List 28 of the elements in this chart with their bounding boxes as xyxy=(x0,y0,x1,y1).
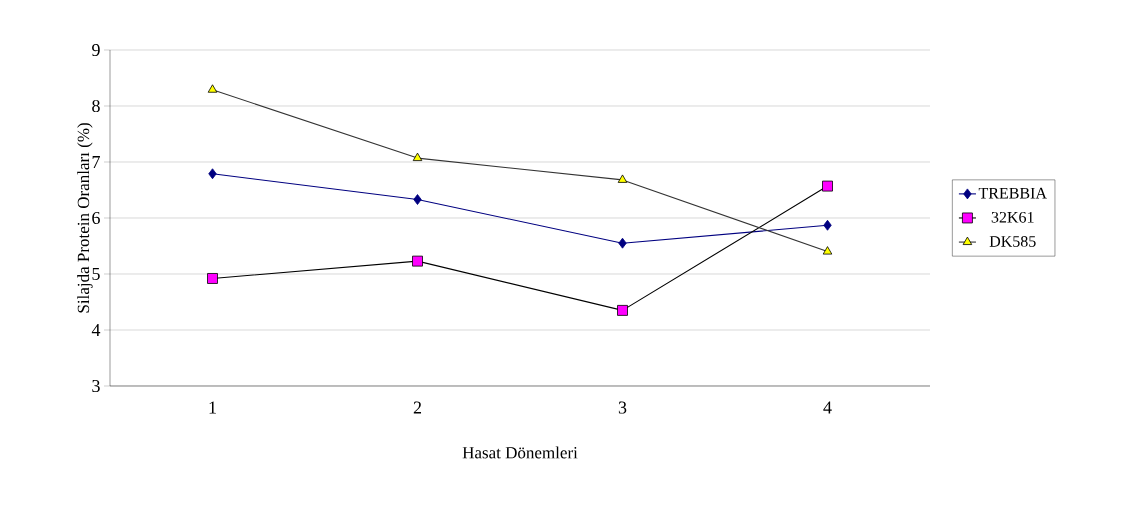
point xyxy=(413,194,422,205)
point xyxy=(412,255,423,267)
point xyxy=(823,219,832,231)
point xyxy=(207,84,218,93)
y-tick-label: 3 xyxy=(92,379,100,393)
y-tick-label: 9 xyxy=(92,43,100,57)
point xyxy=(617,305,628,316)
x-tick-label: 4 xyxy=(823,401,832,414)
x-tick-label: 1 xyxy=(209,401,216,414)
legend-label: DK585 xyxy=(989,236,1036,247)
y-tick-label: 4 xyxy=(91,324,101,336)
point xyxy=(617,174,628,183)
y-tick-label: 6 xyxy=(92,211,100,225)
x-tick-label: 3 xyxy=(618,401,627,414)
y-axis-title: Silajda Protein Oranları (%) xyxy=(77,123,93,313)
x-axis-title: Hasat Dönemleri xyxy=(462,446,578,459)
x-tick-label: 2 xyxy=(413,401,422,414)
point xyxy=(208,168,217,180)
point xyxy=(822,246,833,255)
point xyxy=(822,180,833,192)
y-tick-label: 5 xyxy=(92,268,100,280)
legend-label: TREBBIA xyxy=(978,187,1047,199)
y-tick-label: 7 xyxy=(92,156,100,168)
legend-label: 32K61 xyxy=(991,211,1034,223)
point xyxy=(618,237,627,249)
point xyxy=(207,273,218,284)
y-tick-label: 8 xyxy=(92,99,100,113)
point xyxy=(412,152,423,161)
